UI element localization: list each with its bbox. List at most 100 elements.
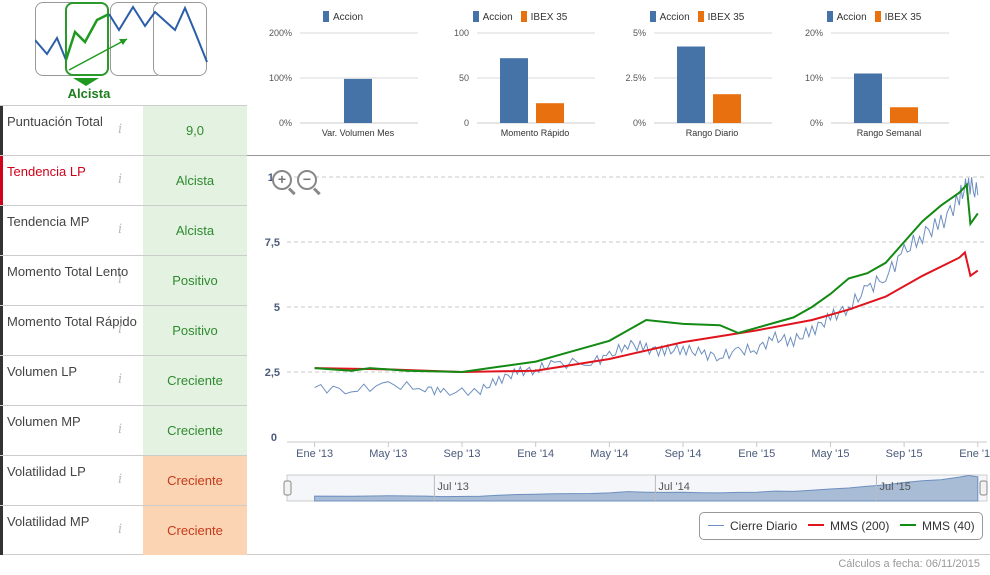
x-axis-label: Sep '14 xyxy=(665,448,702,460)
y-axis-label: 7,5 xyxy=(265,237,280,249)
indicator-row: Momento Total Rápido i Positivo xyxy=(0,305,247,355)
indicator-value: 9,0 xyxy=(143,106,247,155)
indicator-value: Positivo xyxy=(143,306,247,355)
indicator-value: Alcista xyxy=(143,206,247,255)
y-tick-label: 5% xyxy=(633,28,646,38)
series-cierre-diario[interactable] xyxy=(314,177,979,397)
indicator-row: Tendencia MP i Alcista xyxy=(0,205,247,255)
bar-ibex-35[interactable] xyxy=(536,103,564,123)
indicator-label: Momento Total Lento xyxy=(0,256,143,305)
trend-selector: Alcista xyxy=(35,2,208,101)
chart-legend: Cierre Diario MMS (200) MMS (40) xyxy=(699,512,983,540)
indicator-value: Alcista xyxy=(143,156,247,205)
navigator-label: Jul '15 xyxy=(879,481,910,493)
y-tick-label: 0% xyxy=(810,118,823,128)
mini-chart-volumen: Accion 0% 100% 200% Var. Volumen Mes xyxy=(258,5,428,145)
x-axis-label: Ene '15 xyxy=(738,448,775,460)
y-axis-label: 5 xyxy=(274,302,280,314)
mini-legend: Accion IBEX 35 xyxy=(435,11,605,23)
zoom-in-icon[interactable]: + xyxy=(272,170,292,190)
indicator-label: Momento Total Rápido xyxy=(0,306,143,355)
indicator-row: Volatilidad LP i Creciente xyxy=(0,455,247,505)
legend-entry[interactable]: IBEX 35 xyxy=(697,11,744,23)
navigator-handle[interactable] xyxy=(283,480,292,496)
info-icon[interactable]: i xyxy=(118,522,123,537)
y-tick-label: 0% xyxy=(279,118,292,128)
legend-entry[interactable]: Accion xyxy=(649,11,690,23)
y-tick-label: 10% xyxy=(805,73,823,83)
x-axis-label: May '13 xyxy=(369,448,407,460)
y-tick-label: 2.5% xyxy=(625,73,646,83)
mini-legend: Accion IBEX 35 xyxy=(612,11,782,23)
trend-tab-alcista[interactable] xyxy=(65,2,109,76)
indicator-label: Volumen MP xyxy=(0,406,143,455)
mini-legend: Accion IBEX 35 xyxy=(789,11,959,23)
legend-entry[interactable]: IBEX 35 xyxy=(874,11,921,23)
mini-legend: Accion xyxy=(258,11,428,23)
indicator-label: Tendencia MP xyxy=(0,206,143,255)
indicator-label: Volumen LP xyxy=(0,356,143,405)
x-axis-label: Sep '15 xyxy=(886,448,923,460)
indicator-row: Volumen LP i Creciente xyxy=(0,355,247,405)
bar-ibex-35[interactable] xyxy=(713,94,741,123)
series-mms-40[interactable] xyxy=(314,182,979,374)
mini-chart-title: Momento Rápido xyxy=(501,128,570,138)
y-tick-label: 0% xyxy=(633,118,646,128)
bar-accion[interactable] xyxy=(854,73,882,124)
legend-entry[interactable]: IBEX 35 xyxy=(520,11,567,23)
navigator-series xyxy=(314,474,979,502)
zoom-out-icon[interactable]: − xyxy=(297,170,317,190)
series-mms-200[interactable] xyxy=(314,250,979,374)
y-tick-label: 200% xyxy=(269,28,292,38)
info-icon[interactable]: i xyxy=(118,372,123,387)
mini-chart-title: Rango Semanal xyxy=(857,128,922,138)
trend-label: Alcista xyxy=(67,86,111,101)
info-icon[interactable]: i xyxy=(118,322,123,337)
indicator-row: Volumen MP i Creciente xyxy=(0,405,247,455)
legend-entry[interactable]: Accion xyxy=(322,11,363,23)
y-tick-label: 20% xyxy=(805,28,823,38)
x-axis-label: May '14 xyxy=(590,448,628,460)
main-chart-frame xyxy=(247,155,990,555)
x-axis-label: Ene '14 xyxy=(517,448,554,460)
info-icon[interactable]: i xyxy=(118,172,123,187)
y-axis-label: 0 xyxy=(271,432,277,444)
info-icon[interactable]: i xyxy=(118,122,123,137)
legend-item-mms200[interactable]: MMS (200) xyxy=(808,519,889,533)
legend-entry[interactable]: Accion xyxy=(472,11,513,23)
bar-accion[interactable] xyxy=(344,78,372,123)
legend-item-cierre[interactable]: Cierre Diario xyxy=(708,519,797,533)
indicator-label: Volatilidad MP xyxy=(0,506,143,555)
legend-entry[interactable]: Accion xyxy=(826,11,867,23)
bar-ibex-35[interactable] xyxy=(890,107,918,123)
indicator-label: Tendencia LP xyxy=(0,156,143,205)
x-axis-label: Ene '16 xyxy=(959,448,990,460)
legend-item-mms40[interactable]: MMS (40) xyxy=(900,519,975,533)
bar-accion[interactable] xyxy=(500,58,528,124)
navigator-label: Jul '14 xyxy=(658,481,689,493)
indicator-label: Volatilidad LP xyxy=(0,456,143,505)
mini-chart-title: Rango Diario xyxy=(686,128,739,138)
info-icon[interactable]: i xyxy=(118,422,123,437)
info-icon[interactable]: i xyxy=(118,222,123,237)
calc-date: Cálculos a fecha: 06/11/2015 xyxy=(838,558,980,570)
mini-chart-title: Var. Volumen Mes xyxy=(322,128,395,138)
info-icon[interactable]: i xyxy=(118,272,123,287)
navigator-label: Jul '13 xyxy=(437,481,468,493)
info-icon[interactable]: i xyxy=(118,472,123,487)
bar-accion[interactable] xyxy=(677,46,705,124)
indicator-value: Positivo xyxy=(143,256,247,305)
trend-tab-bajista-2[interactable] xyxy=(153,2,207,76)
y-tick-label: 50 xyxy=(459,73,469,83)
indicator-value: Creciente xyxy=(143,456,247,505)
y-tick-label: 0 xyxy=(464,118,469,128)
mini-chart-rango-diario: Accion IBEX 35 0% 2.5% 5% Rango Diario xyxy=(612,5,782,145)
navigator-handle[interactable] xyxy=(979,480,988,496)
indicator-row: Puntuación Total i 9,0 xyxy=(0,105,247,155)
y-tick-label: 100% xyxy=(269,73,292,83)
indicator-table: Puntuación Total i 9,0 Tendencia LP i Alcista… xyxy=(0,105,247,555)
mini-chart-rango-semanal: Accion IBEX 35 0% 10% 20% Rango Semanal xyxy=(789,5,959,145)
indicator-label: Puntuación Total xyxy=(0,106,143,155)
